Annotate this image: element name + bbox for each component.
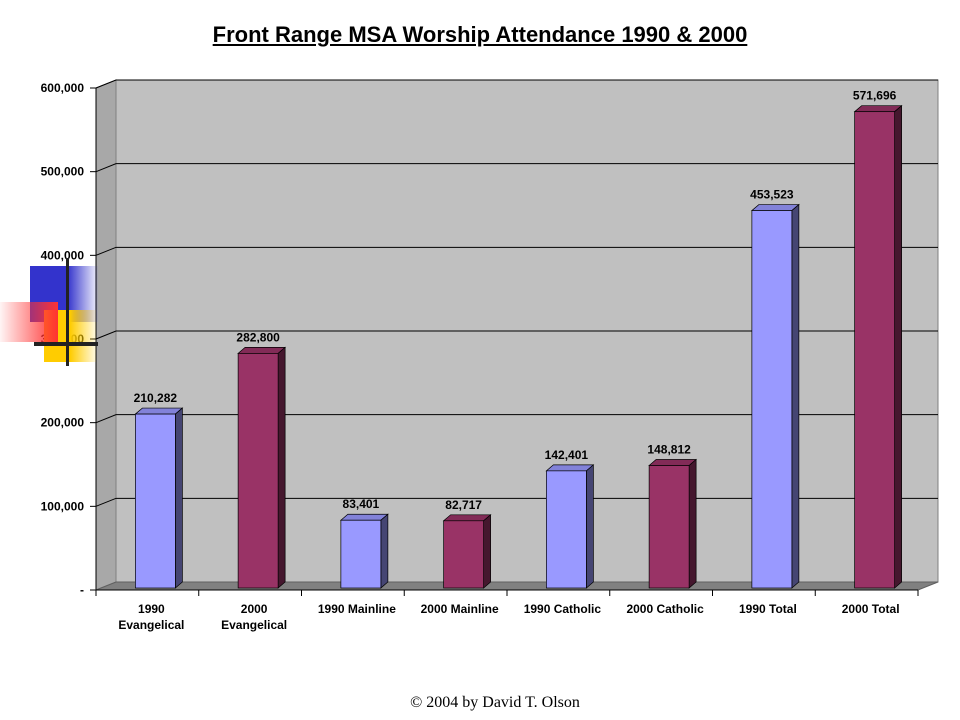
ornament-horizontal-line xyxy=(34,342,98,346)
x-tick-label: 1990 Catholic xyxy=(524,602,602,616)
x-tick-label: 2000 Catholic xyxy=(626,602,704,616)
y-tick-label: 100,000 xyxy=(41,499,85,513)
data-label: 82,717 xyxy=(445,498,482,512)
slide-ornament xyxy=(0,258,110,368)
x-tick-label: 2000 Evangelical xyxy=(221,602,287,632)
bar-front xyxy=(751,210,793,589)
data-label: 453,523 xyxy=(750,188,794,202)
data-label: 282,800 xyxy=(236,330,280,344)
bar xyxy=(545,464,595,589)
y-tick-label: - xyxy=(80,583,84,597)
bar xyxy=(134,407,184,589)
chart-title: Front Range MSA Worship Attendance 1990 … xyxy=(212,22,748,47)
bar-side xyxy=(175,407,183,589)
bar-top xyxy=(853,105,903,113)
bar xyxy=(442,514,492,589)
bar-front xyxy=(135,413,176,589)
bar-side xyxy=(380,513,389,589)
bar xyxy=(750,203,800,589)
y-gridline xyxy=(95,246,938,256)
bar-top xyxy=(442,514,492,522)
x-tick-label: 2000 Total xyxy=(842,602,900,616)
bar-top xyxy=(750,204,800,211)
bar-top xyxy=(545,464,595,472)
data-label: 210,282 xyxy=(134,391,178,405)
ornament-vertical-line xyxy=(66,258,69,366)
y-gridline xyxy=(95,414,938,424)
x-axis xyxy=(95,589,919,596)
bar-side xyxy=(791,203,800,589)
bar-front xyxy=(854,111,895,589)
bar-front xyxy=(546,470,587,589)
bar-front xyxy=(443,520,484,589)
chart-wall xyxy=(95,79,939,591)
y-gridline xyxy=(95,330,938,340)
data-label: 148,812 xyxy=(647,442,691,456)
bar-chart: -100,000200,000300,000400,000500,000600,… xyxy=(41,79,939,632)
bar-side xyxy=(688,458,697,589)
y-tick-label: 400,000 xyxy=(41,248,85,262)
bar xyxy=(648,458,698,589)
bar-top xyxy=(648,459,698,466)
y-tick-label: 200,000 xyxy=(41,416,85,430)
bar-side xyxy=(277,346,286,589)
copyright-footer: © 2004 by David T. Olson xyxy=(410,694,580,711)
bar-front xyxy=(340,519,382,589)
data-label: 142,401 xyxy=(545,448,589,462)
x-tick-label: 1990 Mainline xyxy=(318,602,396,616)
x-tick-label: 2000 Mainline xyxy=(421,602,499,616)
ornament-red-square xyxy=(0,302,58,342)
y-gridline xyxy=(95,163,938,173)
y-tick-label: 500,000 xyxy=(41,165,85,179)
bar xyxy=(853,104,903,589)
floor xyxy=(95,581,939,591)
chart-floor xyxy=(95,581,939,591)
bar-top xyxy=(134,407,184,415)
data-label: 83,401 xyxy=(343,497,380,511)
x-tick-label: 1990 Total xyxy=(739,602,797,616)
y-tick-label: 600,000 xyxy=(41,81,85,95)
bars xyxy=(134,104,903,589)
bar-front xyxy=(237,353,279,589)
bar-top xyxy=(339,513,389,521)
bar-side xyxy=(894,104,902,589)
bar-top xyxy=(237,347,287,354)
x-tick-labels: 1990 Evangelical 2000 Evangelical 1990 Mainl… xyxy=(118,602,899,632)
bar xyxy=(237,346,287,589)
x-tick-label: 1990 Evangelical xyxy=(118,602,184,632)
bar-side xyxy=(483,514,491,589)
data-labels: 210,282 282,800 83,401 82,717 142,401 148,812… xyxy=(134,89,897,512)
data-label: 571,696 xyxy=(853,89,897,103)
bar-side xyxy=(586,464,594,589)
bar-front xyxy=(648,465,690,589)
y-gridlines xyxy=(95,79,938,507)
y-gridline xyxy=(95,79,938,89)
bar xyxy=(339,513,389,589)
